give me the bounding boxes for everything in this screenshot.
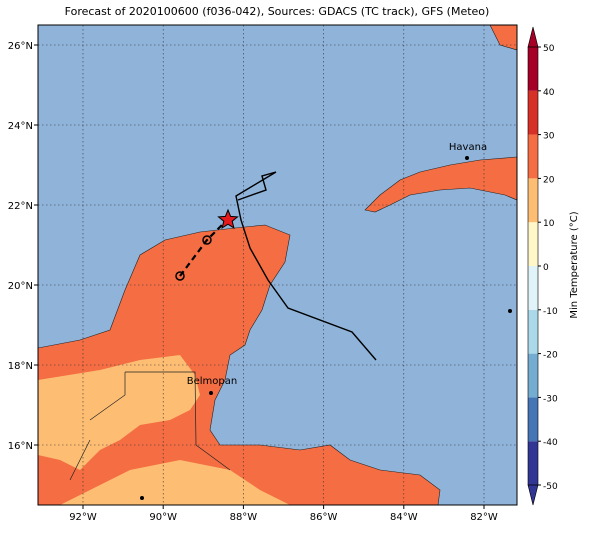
colorbar-tick-label: 30 [543,132,555,142]
colorbar-band [528,90,538,135]
land [38,25,517,505]
colorbar-band [528,309,538,354]
colorbar-band [528,266,538,310]
colorbar-tick-label: -10 [543,307,558,317]
city-dot [465,156,469,160]
colorbar-extend [527,26,539,48]
cool-land [60,460,290,505]
city-label: Havana [449,142,487,153]
colorbar-tick-label: -50 [543,482,558,492]
colorbar-band [528,47,538,91]
florida [489,25,517,51]
colorbar-band [528,134,538,179]
colorbar-band [528,222,538,266]
current-position [217,208,239,229]
lat-tick-label: 22°N [8,201,33,212]
lon-tick-label: 86°W [310,512,338,523]
lat-tick-label: 16°N [8,441,33,452]
colorbar-extend [527,484,539,506]
colorbar-label: Min Temperature (°C) [569,211,580,318]
lon-tick-label: 84°W [390,512,418,523]
colorbar-tick-label: 20 [543,175,555,185]
lon-tick-label: 88°W [230,512,258,523]
observed-track [235,171,377,361]
track [175,171,377,361]
lat-tick-label: 24°N [8,121,33,132]
lon-tick-label: 82°W [470,512,498,523]
map-title: Forecast of 2020100600 (f036-042), Sourc… [65,5,490,18]
colorbar-band [528,397,538,442]
cool-land [38,355,200,470]
forecast-point [202,235,212,245]
colorbar-band [528,353,538,398]
colorbar-band [528,441,538,485]
map-frame [37,24,518,506]
colorbar-tick-label: 0 [543,263,549,273]
lat-tick-label: 26°N [8,41,33,52]
forecast-track [179,218,229,277]
colorbar-tick-label: 50 [543,44,555,54]
city-label: Belmopan [187,376,237,387]
cuba [364,156,517,213]
city-dot [209,391,213,395]
colorbar-tick-label: -40 [543,438,558,448]
colorbar-tick-label: -20 [543,351,558,361]
lat-tick-label: 20°N [8,281,33,292]
borders [69,371,231,481]
lon-tick-label: 92°W [69,512,97,523]
colorbar-band [528,178,538,223]
forecast-point [175,271,185,281]
colorbar-tick-label: 40 [543,88,555,98]
colorbar-tick-label: -30 [543,394,558,404]
city-dot [508,309,512,313]
colorbar-tick-label: 10 [543,219,555,229]
city-dot [140,496,144,500]
lon-tick-label: 90°W [149,512,177,523]
lat-tick-label: 18°N [8,361,33,372]
mexico-land [38,224,441,505]
